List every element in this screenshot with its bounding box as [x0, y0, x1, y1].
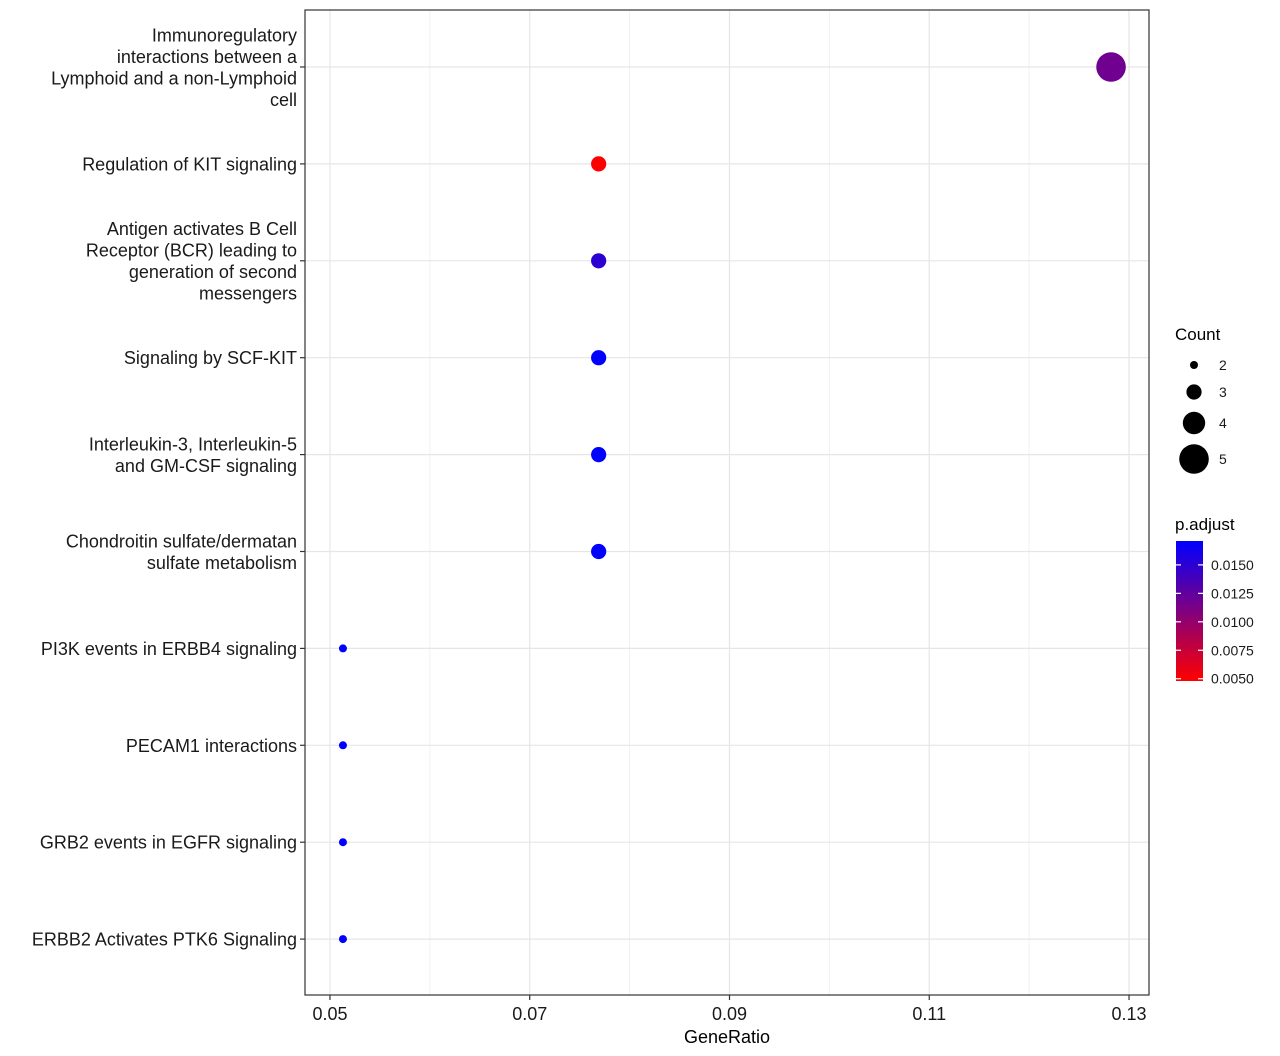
count-legend-label: 2: [1219, 357, 1227, 373]
colorbar-tick-label: 0.0100: [1211, 614, 1254, 630]
count-legend-label: 5: [1219, 451, 1227, 467]
data-point: [591, 447, 607, 463]
y-tick-label: GRB2 events in EGFR signaling: [40, 833, 297, 853]
colorbar-tick-label: 0.0125: [1211, 585, 1254, 601]
colorbar-tick-label: 0.0075: [1211, 642, 1254, 658]
data-point: [591, 156, 607, 172]
data-point: [338, 935, 347, 944]
y-tick-label: Immunoregulatory interactions between a Ly…: [51, 25, 298, 110]
count-legend: Count 2 3 4 5: [1175, 325, 1227, 474]
x-axis: 0.05 0.07 0.09 0.11 0.13: [312, 995, 1147, 1024]
data-points: [338, 52, 1126, 944]
x-tick-label: 0.11: [912, 1004, 946, 1024]
x-tick-label: 0.07: [512, 1004, 547, 1024]
count-legend-title: Count: [1175, 325, 1221, 344]
y-tick-label: Chondroitin sulfate/dermatan sulfate meta…: [66, 531, 297, 573]
data-point: [338, 838, 347, 847]
x-tick-label: 0.09: [712, 1004, 747, 1024]
p-adjust-legend-title: p.adjust: [1175, 515, 1235, 534]
y-axis: Immunoregulatory interactions between a Ly…: [32, 25, 305, 950]
x-axis-title: GeneRatio: [684, 1027, 770, 1047]
data-point: [338, 741, 347, 750]
y-tick-label: PI3K events in ERBB4 signaling: [41, 639, 297, 659]
data-point: [338, 644, 347, 653]
count-legend-label: 4: [1219, 415, 1227, 431]
y-tick-label: ERBB2 Activates PTK6 Signaling: [32, 930, 297, 950]
data-point: [591, 253, 607, 269]
y-tick-label: Regulation of KIT signaling: [82, 154, 297, 174]
data-point: [591, 543, 607, 560]
y-tick-label: PECAM1 interactions: [126, 736, 297, 756]
p-adjust-legend: p.adjust 0.0050 0.0075 0.0100 0.0125 0.0150: [1175, 515, 1254, 687]
colorbar-tick-label: 0.0150: [1211, 557, 1254, 573]
y-tick-label: Interleukin-3, Interleukin-5 and GM-CSF s…: [89, 434, 297, 476]
count-legend-key: [1186, 384, 1202, 400]
colorbar-tick-label: 0.0050: [1211, 671, 1254, 687]
count-legend-label: 3: [1219, 384, 1227, 400]
data-point: [591, 350, 607, 366]
x-tick-label: 0.05: [312, 1004, 347, 1024]
y-tick-label: Signaling by SCF-KIT: [124, 348, 297, 368]
data-point: [1096, 52, 1126, 82]
plot-panel-border: [304, 9, 1150, 996]
count-legend-key: [1179, 444, 1209, 474]
p-adjust-colorbar: [1176, 541, 1203, 681]
count-legend-key: [1182, 411, 1206, 435]
count-legend-key: [1190, 361, 1198, 369]
grid-lines: [305, 10, 1149, 995]
y-tick-label: Antigen activates B Cell Receptor (BCR) l…: [86, 219, 297, 303]
x-tick-label: 0.13: [1112, 1004, 1147, 1024]
